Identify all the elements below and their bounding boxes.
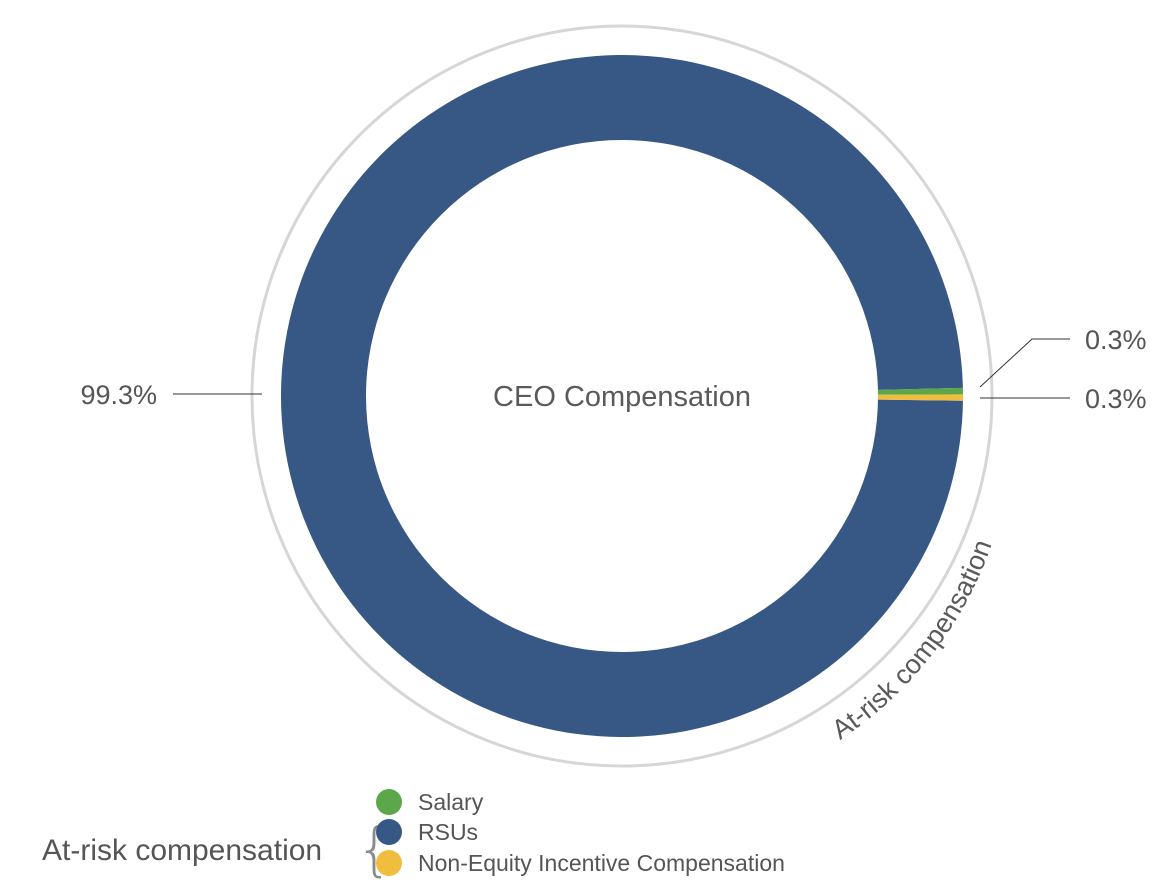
data-label-salary: 0.3% [1085,384,1147,414]
legend-label-salary: Salary [418,788,484,815]
data-label-rsus: 99.3% [80,380,157,410]
legend-group-label: At-risk compensation [42,834,323,867]
legend-item-rsus[interactable]: RSUs [376,818,478,846]
donut-chart: CEO Compensation 99.3% 0.3% 0.3% At-risk… [80,24,1147,768]
legend-item-salary[interactable]: Salary [376,788,483,816]
donut-hole [366,140,878,652]
legend-label-rsus: RSUs [418,818,479,845]
leader-line-non-equity [979,338,1070,388]
data-label-non-equity: 0.3% [1085,325,1147,355]
center-label: CEO Compensation [493,381,751,413]
outer-ring [250,24,994,768]
legend-item-non-equity[interactable]: Non-Equity Incentive Compensation [376,849,785,877]
legend: At-risk compensation { Salary RSUs Non-E… [0,780,1174,888]
legend-dot-non-equity [376,850,402,876]
legend-dot-salary [376,789,402,815]
legend-dot-rsus [376,819,402,845]
legend-label-non-equity: Non-Equity Incentive Compensation [418,849,785,876]
